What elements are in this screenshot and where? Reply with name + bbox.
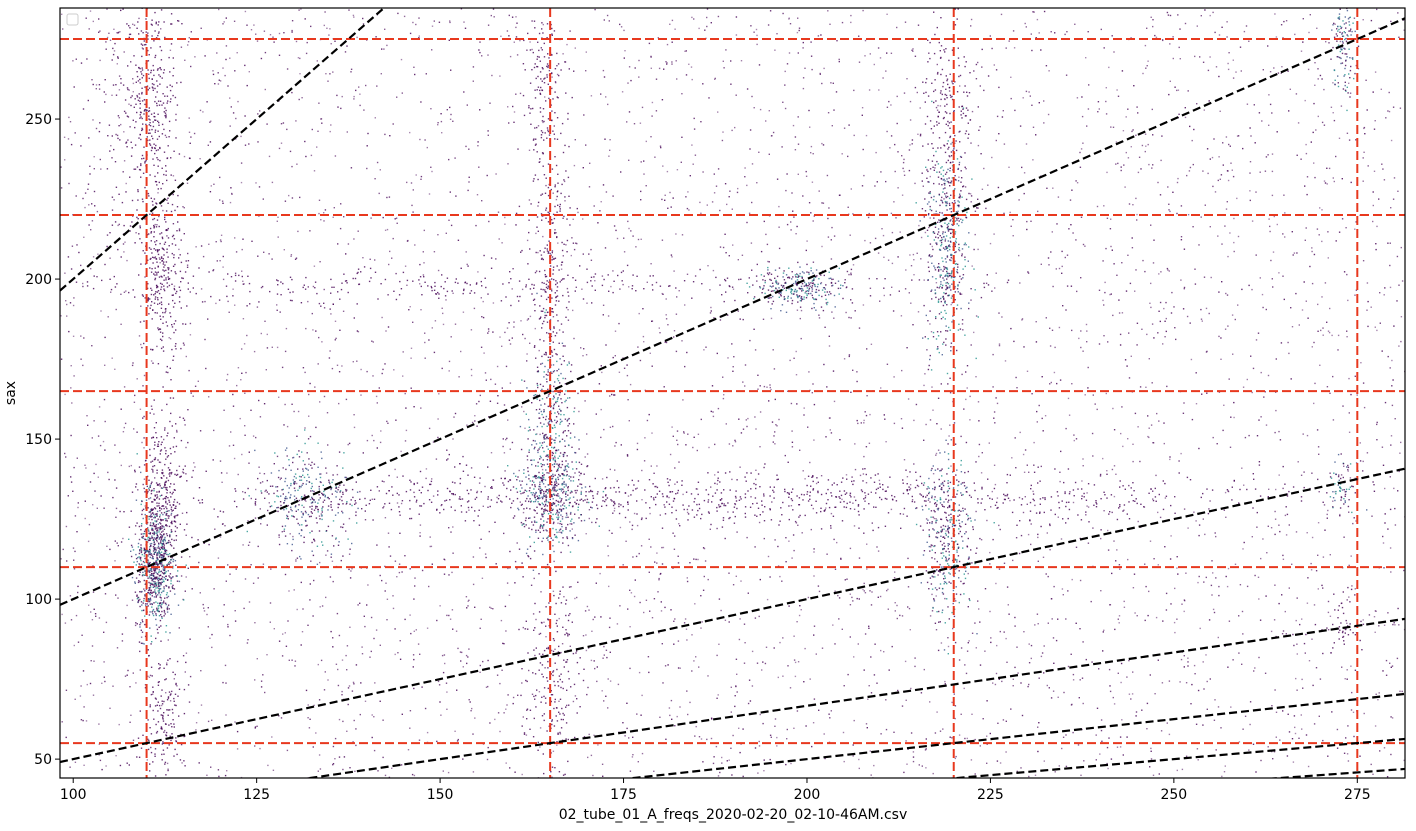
x-tick-label: 125 bbox=[243, 787, 270, 803]
plot-area bbox=[60, 8, 1405, 778]
y-tick-label: 50 bbox=[34, 752, 52, 768]
x-tick-label: 150 bbox=[427, 787, 454, 803]
y-axis-label: sax bbox=[3, 381, 19, 405]
x-tick-label: 225 bbox=[977, 787, 1004, 803]
y-tick-label: 150 bbox=[25, 432, 52, 448]
x-axis-label: 02_tube_01_A_freqs_2020-02-20_02-10-46AM… bbox=[559, 807, 908, 823]
black-dashed-line bbox=[302, 617, 1405, 778]
x-axis-ticks: 100 125 150 175 200 225 250 275 bbox=[60, 778, 1371, 803]
y-tick-label: 200 bbox=[25, 272, 52, 288]
plot-frame bbox=[59, 7, 1406, 779]
red-reference-lines bbox=[60, 8, 1405, 778]
x-tick-label: 200 bbox=[794, 787, 821, 803]
y-tick-label: 100 bbox=[25, 592, 52, 608]
x-tick-label: 275 bbox=[1344, 787, 1371, 803]
y-axis-ticks: 50 100 150 200 250 bbox=[25, 112, 60, 768]
black-dashed-line bbox=[60, 17, 1405, 606]
black-harmonic-lines bbox=[60, 8, 1405, 778]
scatter-points bbox=[60, 8, 1405, 778]
x-tick-label: 175 bbox=[610, 787, 637, 803]
x-tick-label: 100 bbox=[60, 787, 87, 803]
black-dashed-line bbox=[623, 692, 1405, 778]
legend-box bbox=[66, 13, 79, 26]
x-tick-label: 250 bbox=[1160, 787, 1187, 803]
black-dashed-line bbox=[60, 467, 1405, 764]
y-tick-label: 250 bbox=[25, 112, 52, 128]
